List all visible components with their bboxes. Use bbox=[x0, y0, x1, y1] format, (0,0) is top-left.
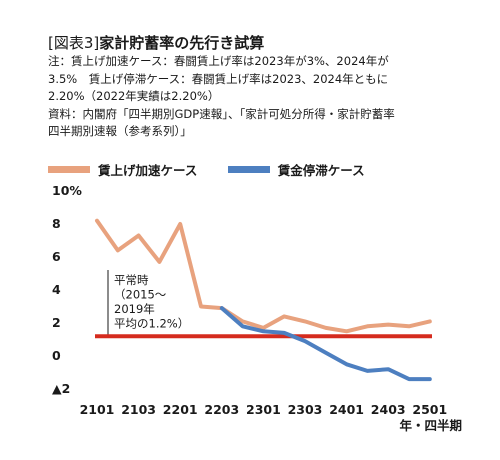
chart-legend: 賃上げ加速ケース 賃金停滞ケース bbox=[48, 160, 391, 179]
chart-title: [図表3]家計貯蓄率の先行き試算 bbox=[48, 32, 264, 53]
series-line-stagnant bbox=[219, 306, 432, 382]
series-line-accelerated bbox=[95, 218, 432, 334]
note-line: 注：賃上げ加速ケース：春闘賃上げ率は2023年が3%、2024年が bbox=[48, 54, 389, 68]
note-line: 四半期別速報（参考系列）」 bbox=[48, 124, 192, 138]
x-tick-label: 2101 bbox=[80, 402, 115, 417]
legend-label-stagnant: 賃金停滞ケース bbox=[277, 163, 365, 178]
note-line: 資料：内閣府「四半期別GDP速報」、「家計可処分所得・家計貯蓄率 bbox=[48, 106, 395, 121]
legend-item-accelerated: 賃上げ加速ケース bbox=[48, 160, 197, 179]
y-tick-label: 0 bbox=[52, 348, 61, 363]
annotation-text: 平常時 bbox=[114, 273, 149, 287]
x-tick-label: 2203 bbox=[204, 402, 239, 417]
y-tick-label: 10% bbox=[52, 183, 82, 198]
x-tick-label: 2301 bbox=[246, 402, 281, 417]
annotation-text: 平均の1.2%） bbox=[114, 317, 189, 331]
note-line: 2.20%（2022年実績は2.20%） bbox=[48, 89, 220, 103]
note-line: 3.5% 賃上げ停滞ケース：春闘賃上げ率は2023、2024年ともに bbox=[48, 71, 389, 86]
x-tick-label: 2303 bbox=[288, 402, 323, 417]
legend-swatch-accelerated bbox=[48, 166, 90, 173]
annotation-text: （2015～ bbox=[114, 288, 167, 302]
legend-item-stagnant: 賃金停滞ケース bbox=[227, 160, 365, 179]
x-tick-label: 2403 bbox=[371, 402, 406, 417]
y-tick-label: ▲2 bbox=[52, 381, 70, 396]
y-tick-label: 2 bbox=[52, 315, 61, 330]
annotation-text: 2019年 bbox=[114, 302, 155, 316]
x-tick-label: 2501 bbox=[412, 402, 447, 417]
y-tick-label: 6 bbox=[52, 249, 61, 264]
x-unit-label: 年・四半期 bbox=[399, 418, 462, 433]
chart-notes: 注：賃上げ加速ケース：春闘賃上げ率は2023年が3%、2024年が 3.5% 賃… bbox=[48, 53, 468, 141]
title-text: 家計貯蓄率の先行き試算 bbox=[99, 34, 265, 52]
legend-label-accelerated: 賃上げ加速ケース bbox=[98, 163, 198, 178]
legend-swatch-stagnant bbox=[227, 166, 270, 173]
y-tick-label: 8 bbox=[52, 216, 61, 231]
x-tick-label: 2201 bbox=[163, 402, 198, 417]
x-tick-label: 2401 bbox=[329, 402, 364, 417]
x-tick-label: 2103 bbox=[121, 402, 156, 417]
y-tick-label: 4 bbox=[52, 282, 61, 297]
figure-label: [図表3] bbox=[48, 34, 100, 52]
